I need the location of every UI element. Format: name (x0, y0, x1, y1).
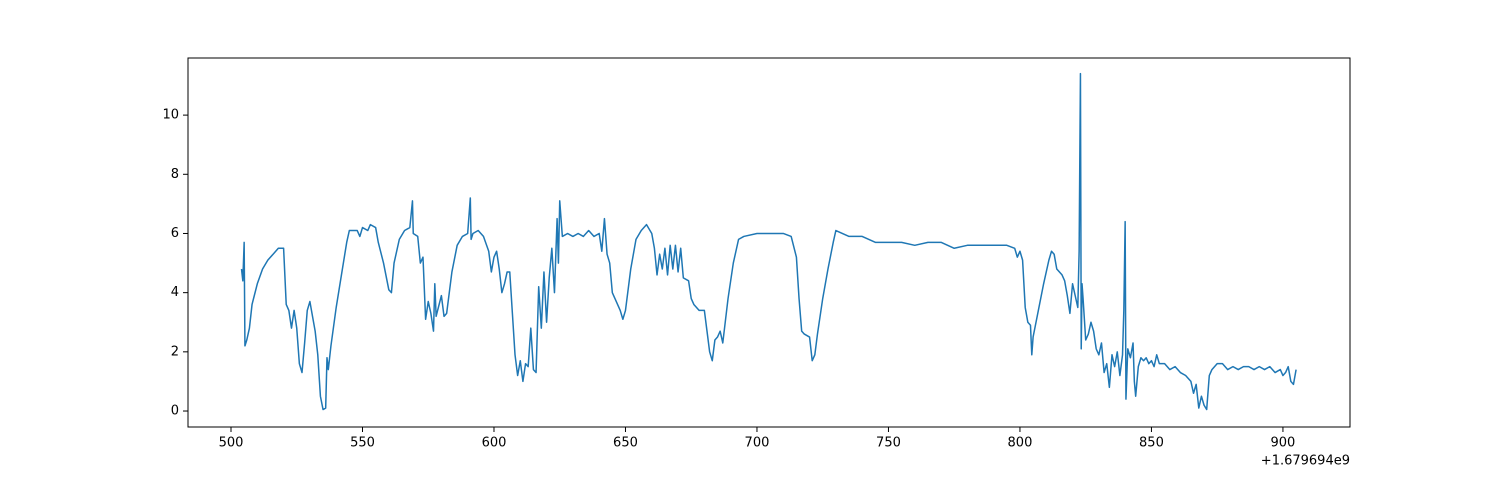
x-tick-label: 600 (482, 436, 507, 451)
plot-frame (187, 57, 1351, 428)
y-tick-label: 8 (171, 167, 179, 182)
x-tick-label: 750 (876, 436, 901, 451)
data-line (240, 72, 1297, 411)
x-offset-label: +1.679694e9 (1261, 454, 1350, 469)
x-tick-label: 500 (219, 436, 244, 451)
y-tick-label: 10 (162, 108, 179, 123)
x-tick-label: 900 (1271, 436, 1296, 451)
x-tick-label: 800 (1008, 436, 1033, 451)
x-tick-label: 700 (745, 436, 770, 451)
x-tick-label: 650 (613, 436, 638, 451)
y-tick-label: 6 (171, 226, 179, 241)
y-tick-label: 0 (171, 404, 179, 419)
y-tick-label: 2 (171, 344, 179, 359)
y-tick-label: 4 (171, 285, 179, 300)
x-tick-label: 550 (350, 436, 375, 451)
x-tick-label: 850 (1139, 436, 1164, 451)
